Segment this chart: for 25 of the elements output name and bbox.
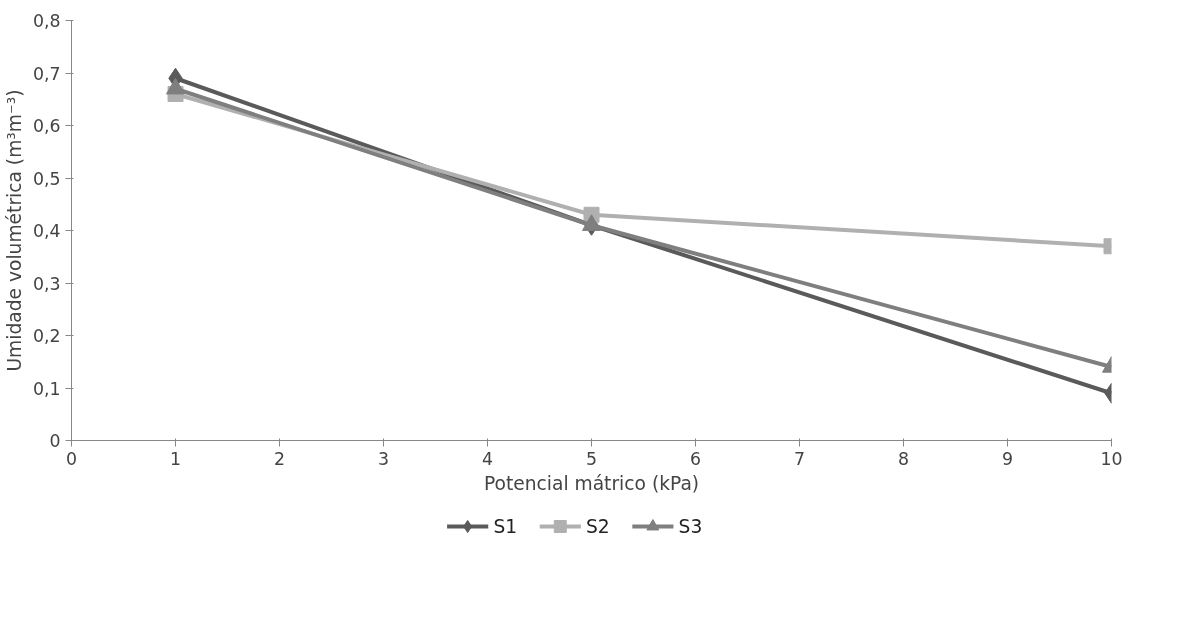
y-tick-label: 0,3 (32, 273, 61, 294)
y-tick-label: 0,5 (32, 168, 61, 189)
x-tick-label: 4 (481, 448, 494, 469)
y-tick-label: 0,6 (32, 116, 61, 136)
x-axis-title: Potencial mátrico (kPa) (483, 472, 700, 494)
x-tick-label: 2 (273, 448, 286, 469)
y-axis-title: Umidade volumétrica (m³m⁻³) (3, 89, 25, 372)
y-tick-label: 0,8 (32, 11, 61, 31)
x-tick-label: 8 (897, 448, 910, 469)
legend-label: S2 (586, 516, 610, 537)
legend-label: S1 (493, 516, 518, 537)
x-tick-label: 6 (689, 448, 702, 469)
x-tick-label: 3 (377, 448, 390, 469)
x-tick-label: 1 (169, 448, 182, 469)
x-tick-label: 9 (1001, 448, 1014, 469)
y-tick-label: 0,7 (32, 63, 61, 84)
x-tick-label: 10 (1100, 448, 1123, 469)
x-tick-label: 7 (793, 448, 806, 469)
y-tick-label: 0,2 (32, 326, 61, 346)
y-tick-label: 0,4 (32, 221, 61, 241)
x-tick-label: 0 (65, 448, 78, 469)
x-tick-label: 5 (585, 448, 598, 469)
y-tick-label: 0 (49, 431, 61, 451)
legend-label: S3 (678, 516, 703, 537)
y-tick-label: 0,1 (32, 378, 61, 399)
